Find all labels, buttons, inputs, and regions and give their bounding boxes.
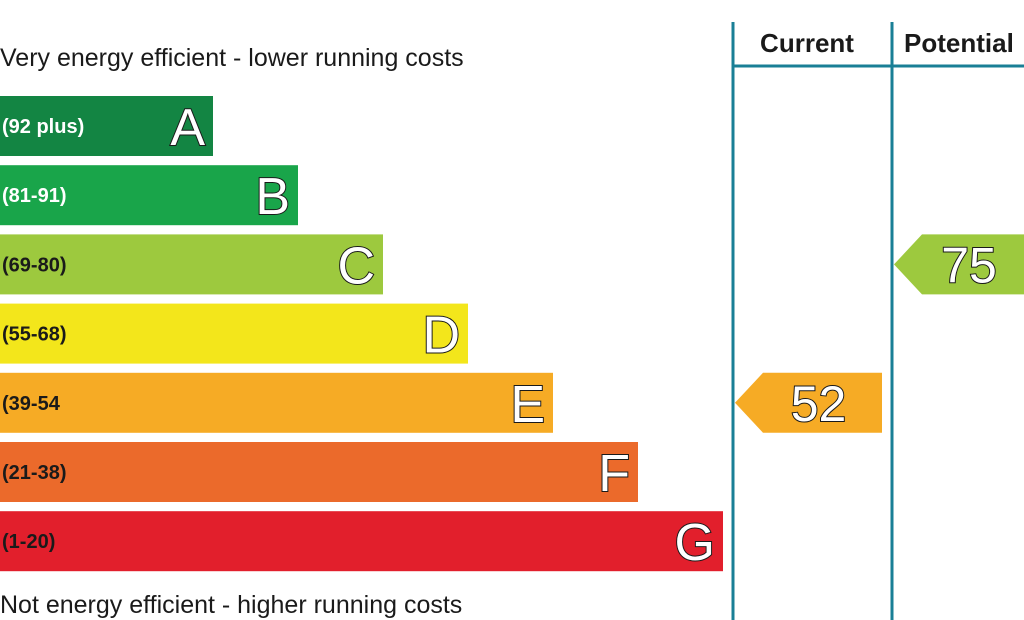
band-c: (69-80) C [0, 234, 383, 296]
band-e-range: (39-54 [2, 393, 61, 415]
band-a-letter: A [170, 99, 205, 157]
band-d: (55-68) D [0, 303, 468, 366]
band-c-bar [0, 234, 383, 295]
potential-column-header: Potential [904, 28, 1014, 58]
potential-rating: 75 [894, 234, 1024, 295]
band-f-bar [0, 442, 638, 502]
current-rating-value: 52 [791, 376, 847, 432]
current-column-header: Current [760, 28, 854, 58]
band-a-bar [0, 96, 213, 156]
ratings: 52 75 [735, 234, 1024, 433]
current-rating-arrow [735, 372, 882, 433]
band-c-letter: C [337, 237, 375, 295]
bands: (92 plus) A (81-91) B (69-80) C (55-68) D (39-54… [0, 96, 723, 573]
top-label: Very energy efficient - lower running co… [0, 44, 464, 72]
band-g-range: (1-20) [2, 531, 55, 553]
band-f: (21-38) F [0, 442, 638, 504]
band-b-bar [0, 165, 298, 226]
band-e: (39-54 E [0, 372, 553, 435]
band-a-range: (92 plus) [2, 116, 84, 138]
band-g-letter: G [675, 514, 715, 572]
band-d-bar [0, 303, 468, 364]
band-g-bar [0, 511, 723, 572]
band-f-range: (21-38) [2, 462, 66, 484]
band-e-letter: E [510, 376, 545, 434]
band-b-range: (81-91) [2, 185, 66, 207]
band-b-letter: B [255, 168, 290, 226]
band-f-letter: F [598, 445, 630, 503]
band-b: (81-91) B [0, 165, 298, 227]
potential-rating-value: 75 [941, 237, 997, 293]
rating-columns: Current Potential [731, 22, 1024, 620]
band-e-bar [0, 372, 553, 433]
band-d-range: (55-68) [2, 324, 66, 346]
band-a: (92 plus) A [0, 96, 213, 158]
potential-rating-arrow [894, 234, 1024, 295]
bottom-label: Not energy efficient - higher running co… [0, 591, 462, 619]
current-rating: 52 [735, 372, 882, 433]
band-g: (1-20) G [0, 511, 723, 573]
band-c-range: (69-80) [2, 254, 66, 276]
band-d-letter: D [422, 307, 460, 365]
